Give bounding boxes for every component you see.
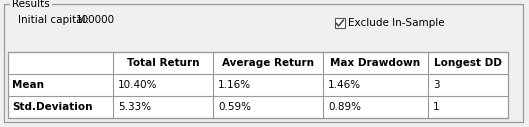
Text: Average Return: Average Return [222, 58, 314, 68]
Text: Total Return: Total Return [127, 58, 199, 68]
Text: Std.Deviation: Std.Deviation [12, 102, 93, 112]
Text: 0.59%: 0.59% [218, 102, 251, 112]
Text: 1.16%: 1.16% [218, 80, 251, 90]
Text: 0.89%: 0.89% [328, 102, 361, 112]
Text: Exclude In-Sample: Exclude In-Sample [348, 18, 445, 28]
Text: Max Drawdown: Max Drawdown [331, 58, 421, 68]
Text: 100000: 100000 [76, 15, 115, 25]
Text: 10.40%: 10.40% [118, 80, 158, 90]
Text: Longest DD: Longest DD [434, 58, 502, 68]
Text: Mean: Mean [12, 80, 44, 90]
Bar [335, 18, 345, 28]
Text: Results: Results [12, 0, 50, 9]
Text: 5.33%: 5.33% [118, 102, 151, 112]
Text: 1: 1 [433, 102, 440, 112]
Bar [8, 52, 508, 118]
Text: 1.46%: 1.46% [328, 80, 361, 90]
Text: 3: 3 [433, 80, 440, 90]
Text: Initial capital:: Initial capital: [18, 15, 89, 25]
